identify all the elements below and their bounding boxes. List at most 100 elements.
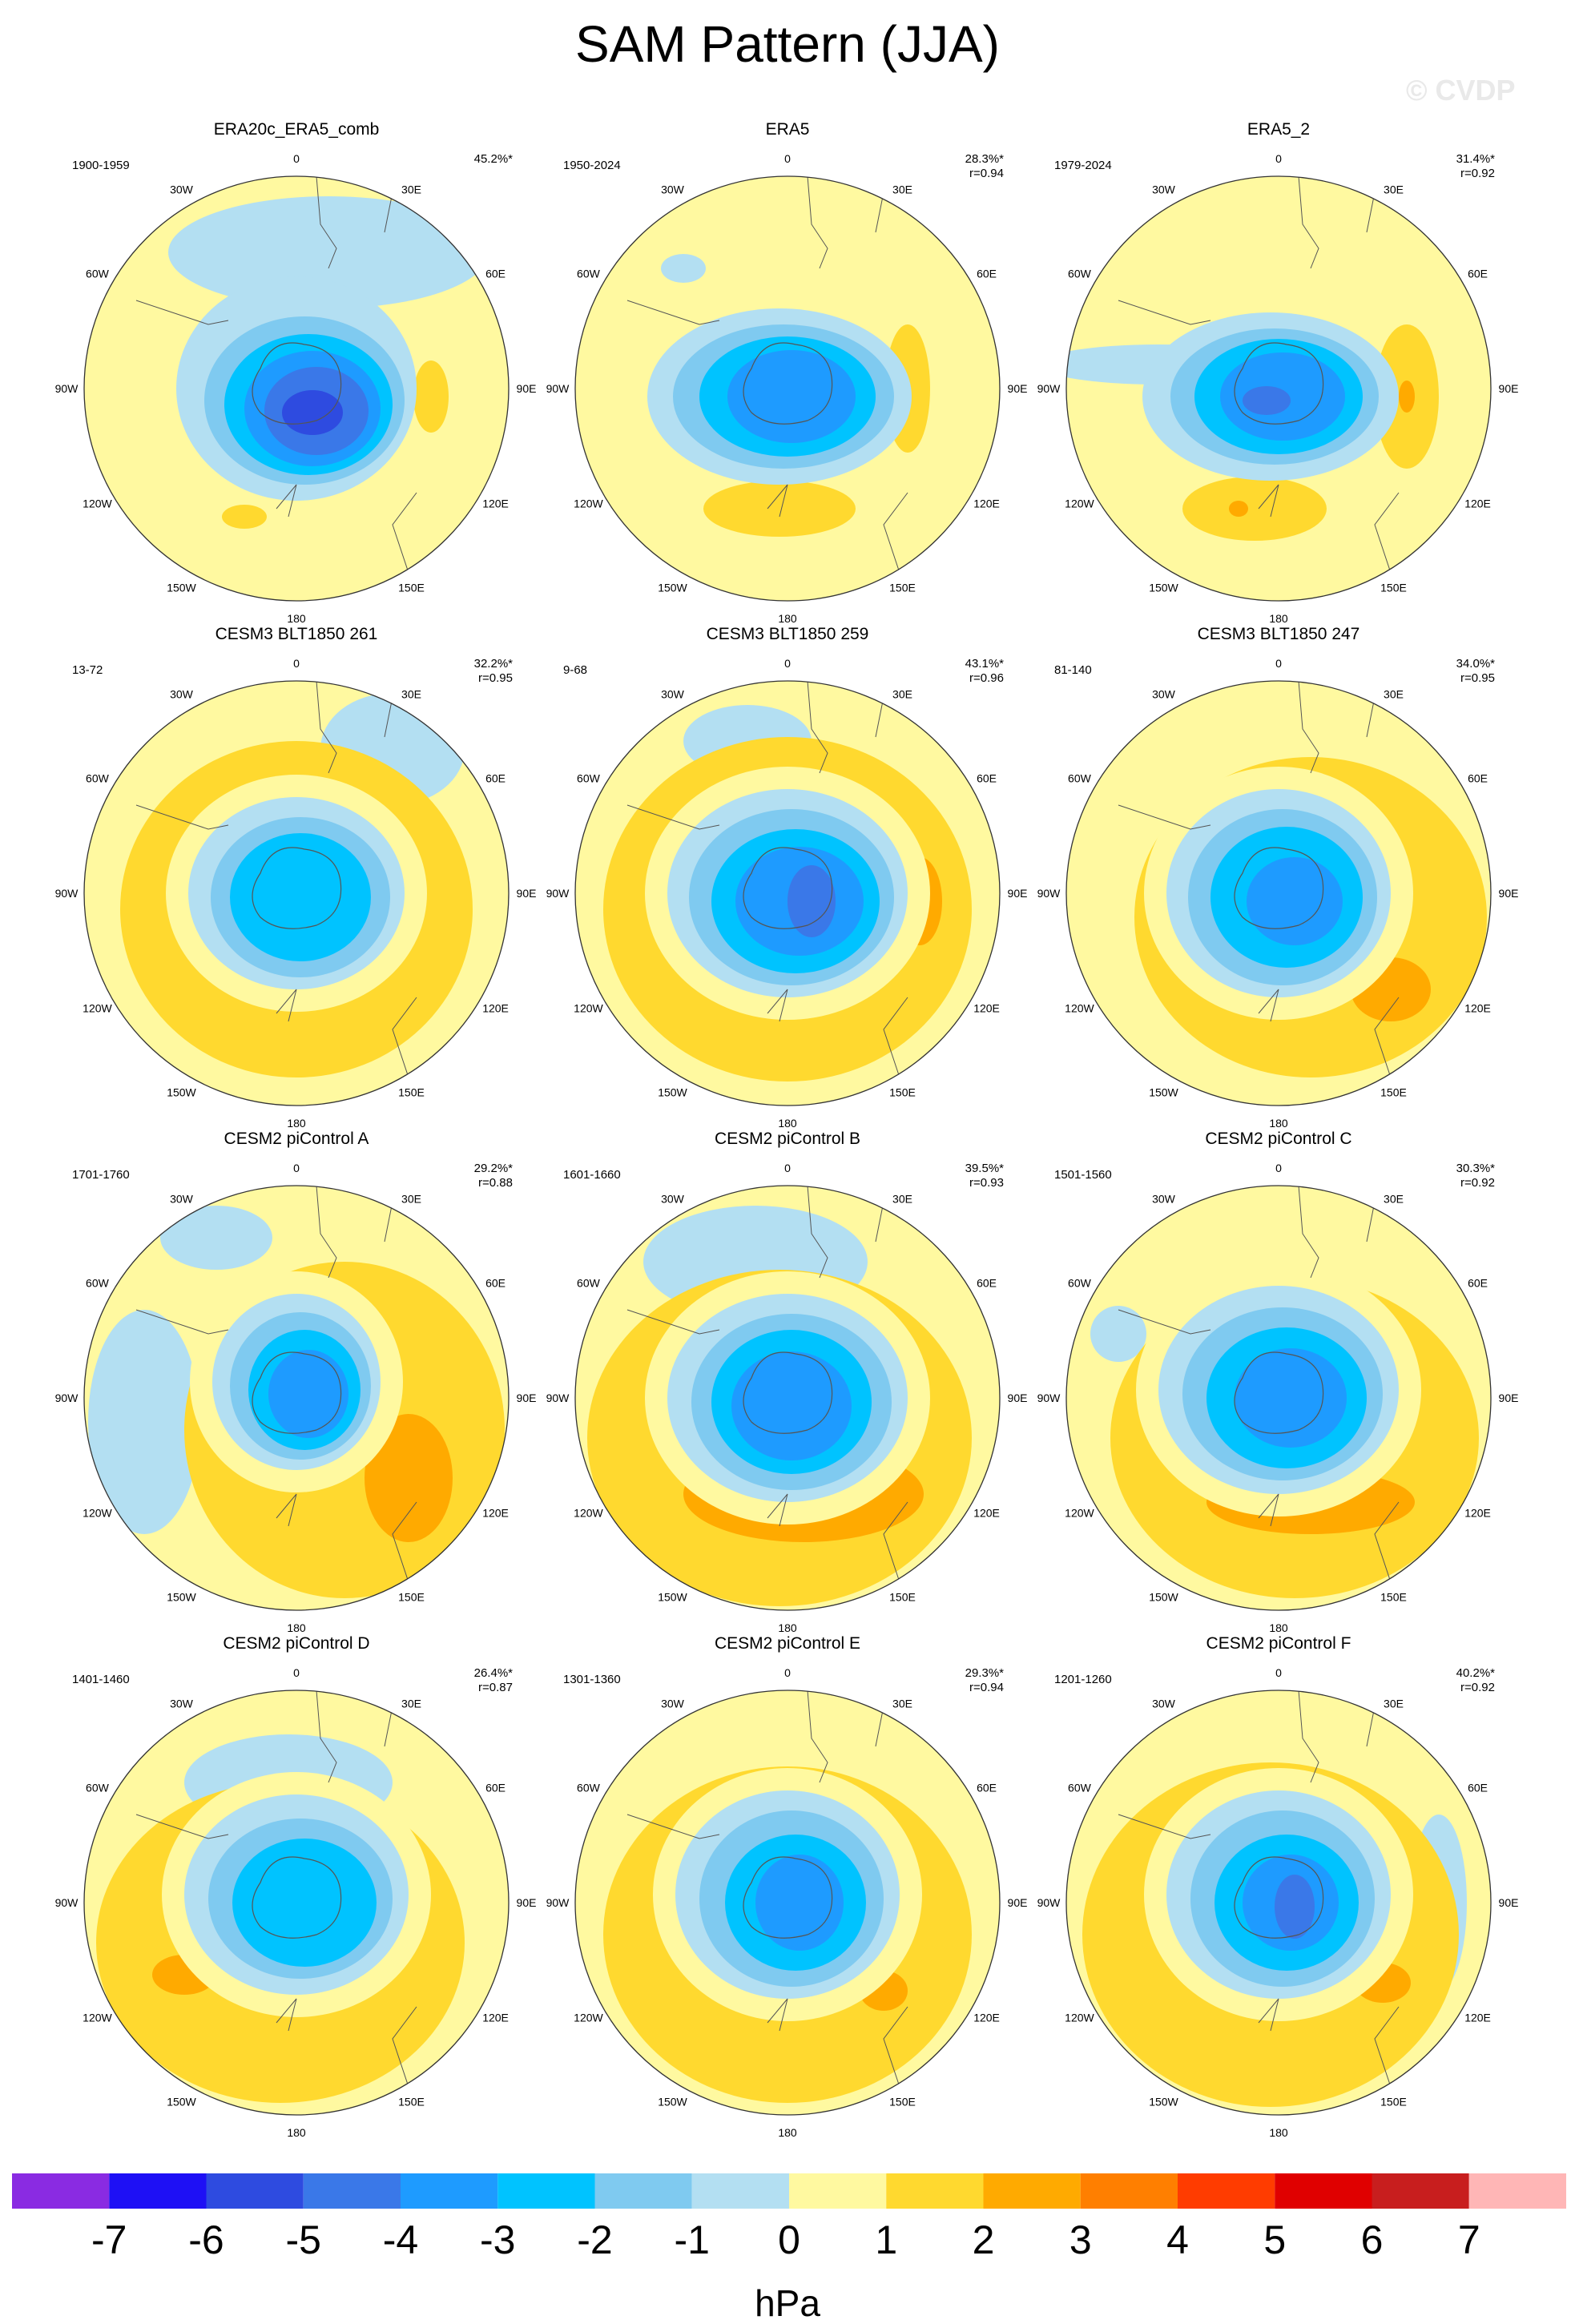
panel-title: CESM3 BLT1850 259 xyxy=(706,625,869,643)
panel-correlation: r=0.96 xyxy=(969,671,1004,685)
panel-percent: 43.1%* xyxy=(965,657,1004,671)
longitude-label: 120W xyxy=(574,1002,603,1015)
polar-map: 0 30E 60E 90E 120E 150E 180 150W 120W 90W 60W 30W xyxy=(1037,1666,1519,2139)
colorbar-swatch xyxy=(1178,2173,1275,2209)
longitude-label: 60E xyxy=(1468,268,1488,280)
negative-anomaly xyxy=(731,1351,852,1460)
longitude-label: 60E xyxy=(1468,772,1488,785)
panel-stats: 26.4%* r=0.87 xyxy=(441,1666,513,1695)
longitude-label: 180 xyxy=(287,1117,306,1130)
longitude-label: 90E xyxy=(1499,887,1519,900)
longitude-label: 150E xyxy=(398,1591,425,1604)
anomaly-region xyxy=(168,196,489,308)
coastline xyxy=(626,804,720,830)
colorbar-swatch xyxy=(789,2173,887,2209)
longitude-label: 120W xyxy=(83,497,112,510)
coastline xyxy=(626,300,720,325)
colorbar-tick-label: 7 xyxy=(1458,2217,1480,2262)
longitude-label: 150E xyxy=(1380,1086,1407,1099)
longitude-label: 30W xyxy=(661,1192,685,1205)
panel-stats: 39.5%* r=0.93 xyxy=(932,1162,1004,1190)
panel-stats: 29.2%* r=0.88 xyxy=(441,1162,513,1190)
panel-title: CESM2 piControl A xyxy=(224,1130,369,1148)
longitude-label: 120W xyxy=(1065,2012,1094,2024)
coastline xyxy=(743,1351,833,1434)
longitude-label: 120E xyxy=(482,1002,509,1015)
coastline xyxy=(1118,300,1211,325)
longitude-label: 0 xyxy=(1275,152,1282,165)
longitude-label: 120E xyxy=(973,1507,1000,1520)
longitude-label: 60E xyxy=(1468,1782,1488,1794)
longitude-label: 150W xyxy=(167,2096,196,2109)
longitude-label: 30E xyxy=(892,687,912,700)
colorbar-units: hPa xyxy=(755,2282,820,2324)
longitude-label: 30E xyxy=(401,1192,421,1205)
longitude-label: 90W xyxy=(1037,1392,1061,1404)
negative-anomaly xyxy=(1243,386,1291,415)
anomaly-region xyxy=(160,1206,272,1270)
coastline xyxy=(626,1814,720,1839)
panel-percent: 29.3%* xyxy=(965,1666,1004,1680)
positive-anomaly xyxy=(1182,477,1327,541)
longitude-label: 30W xyxy=(170,1192,194,1205)
coastline xyxy=(1234,847,1324,929)
longitude-label: 120E xyxy=(482,1507,509,1520)
anomaly-region xyxy=(661,254,706,283)
panel-period: 1900-1959 xyxy=(72,159,130,172)
coastline xyxy=(135,1309,229,1335)
coastline xyxy=(252,847,342,929)
longitude-label: 60E xyxy=(977,1277,997,1290)
coastline xyxy=(743,342,833,425)
negative-anomaly xyxy=(282,390,343,435)
map-panel: CESM3 BLT1850 261 13-72 32.2%* r=0.95 0 30… xyxy=(55,625,537,1138)
polar-map: 0 30E 60E 90E 120E 150E 180 150W 120W 90W 60W 30W xyxy=(55,152,537,625)
panel-stats: 32.2%* r=0.95 xyxy=(441,657,513,686)
panel-stats: 40.2%* r=0.92 xyxy=(1423,1666,1495,1695)
longitude-label: 30E xyxy=(1384,1697,1404,1710)
longitude-label: 150W xyxy=(658,1086,687,1099)
polar-map: 0 30E 60E 90E 120E 150E 180 150W 120W 90W 60W 30W xyxy=(1037,1162,1519,1634)
longitude-label: 0 xyxy=(293,657,300,670)
negative-anomaly xyxy=(727,350,856,443)
longitude-label: 120W xyxy=(574,1507,603,1520)
longitude-label: 90W xyxy=(55,1392,79,1404)
colorbar-swatch xyxy=(12,2173,110,2209)
longitude-label: 180 xyxy=(1269,612,1288,625)
colorbar-tick-label: -4 xyxy=(383,2217,418,2262)
colorbar-swatch xyxy=(206,2173,304,2209)
panel-period: 13-72 xyxy=(72,663,103,677)
longitude-label: 120E xyxy=(1464,1002,1491,1015)
panel-period: 1301-1360 xyxy=(563,1673,621,1686)
colorbar-swatch xyxy=(1080,2173,1178,2209)
longitude-label: 120E xyxy=(482,2012,509,2024)
longitude-label: 120W xyxy=(83,1002,112,1015)
panel-title: CESM2 piControl B xyxy=(714,1130,861,1148)
longitude-label: 120W xyxy=(1065,1507,1094,1520)
longitude-label: 120W xyxy=(574,2012,603,2024)
longitude-label: 30W xyxy=(1152,687,1176,700)
longitude-label: 120E xyxy=(973,497,1000,510)
longitude-label: 150W xyxy=(1149,1086,1178,1099)
colorbar-swatch xyxy=(1468,2173,1566,2209)
coastline xyxy=(1234,342,1324,425)
panel-correlation: r=0.95 xyxy=(1460,671,1495,685)
coastline xyxy=(1118,1309,1211,1335)
panel-period: 1601-1660 xyxy=(563,1168,621,1182)
map-border xyxy=(1065,1690,1492,2116)
polar-map: 0 30E 60E 90E 120E 150E 180 150W 120W 90W 60W 30W xyxy=(546,1666,1028,2139)
map-border xyxy=(574,1185,1001,1611)
longitude-label: 180 xyxy=(778,612,797,625)
longitude-label: 90W xyxy=(1037,382,1061,395)
panel-title: CESM3 BLT1850 247 xyxy=(1197,625,1360,643)
panel-stats: 45.2%* xyxy=(441,152,513,167)
panel-title: ERA5 xyxy=(765,120,810,139)
longitude-label: 120E xyxy=(1464,2012,1491,2024)
longitude-label: 0 xyxy=(1275,1162,1282,1174)
longitude-label: 0 xyxy=(293,1162,300,1174)
panel-percent: 29.2%* xyxy=(473,1162,513,1175)
longitude-label: 150W xyxy=(167,582,196,594)
colorbar-tick-label: -5 xyxy=(286,2217,321,2262)
longitude-label: 0 xyxy=(293,152,300,165)
longitude-label: 60E xyxy=(977,1782,997,1794)
positive-anomaly xyxy=(413,360,449,433)
